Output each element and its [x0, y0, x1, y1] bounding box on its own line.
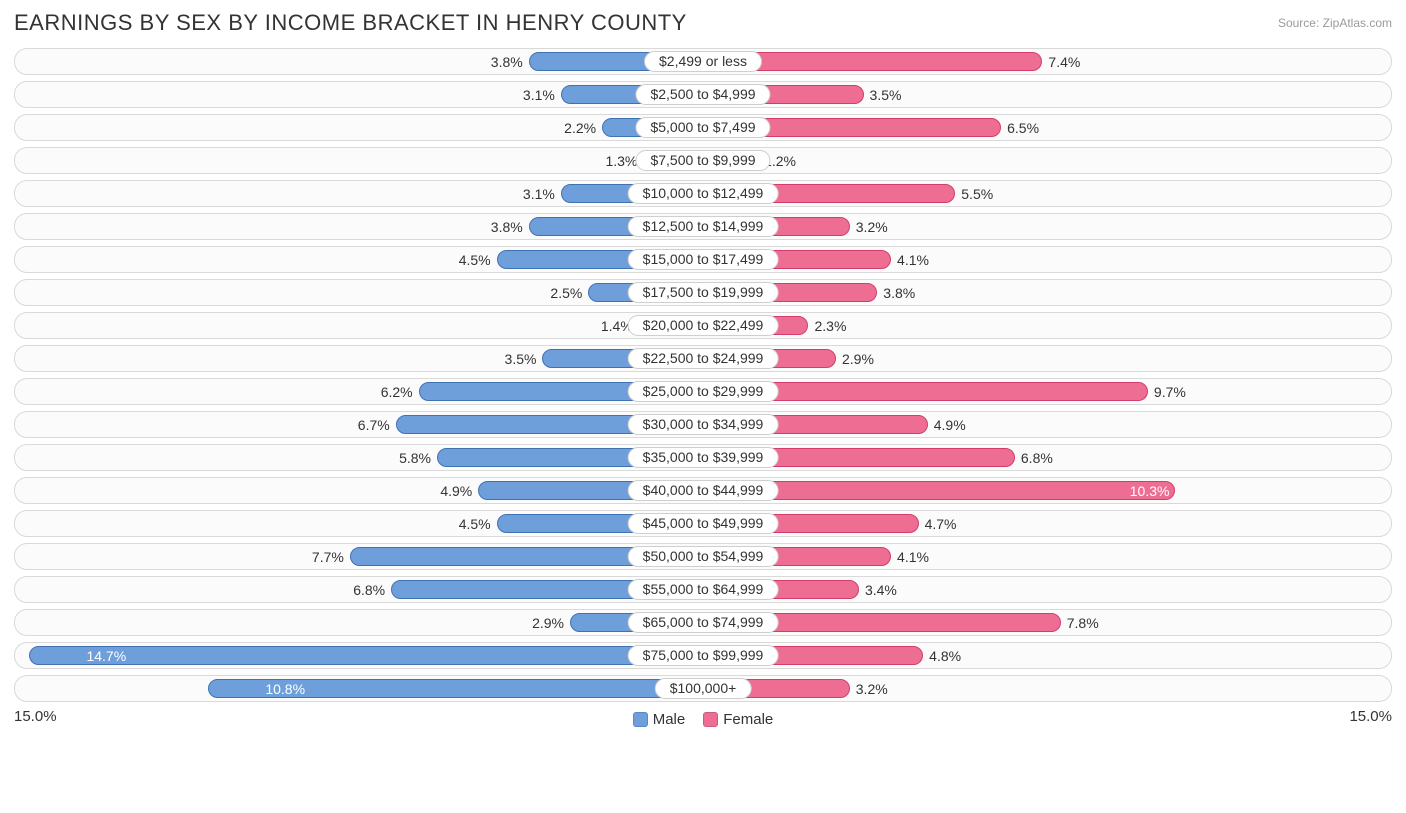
- female-value: 4.1%: [891, 247, 935, 274]
- category-pill: $40,000 to $44,999: [628, 480, 779, 501]
- chart-row: 7.7% 4.1% $50,000 to $54,999: [14, 543, 1392, 570]
- category-pill: $22,500 to $24,999: [628, 348, 779, 369]
- category-pill: $5,000 to $7,499: [635, 117, 770, 138]
- category-pill: $25,000 to $29,999: [628, 381, 779, 402]
- category-pill: $7,500 to $9,999: [635, 150, 770, 171]
- category-pill: $2,499 or less: [644, 51, 762, 72]
- chart-footer: 15.0% Male Female 15.0%: [14, 708, 1392, 730]
- axis-left-label: 15.0%: [14, 708, 57, 725]
- chart-row: 4.5% 4.7% $45,000 to $49,999: [14, 510, 1392, 537]
- female-value: 2.3%: [808, 313, 852, 340]
- category-pill: $12,500 to $14,999: [628, 216, 779, 237]
- male-swatch-icon: [633, 712, 648, 727]
- female-value: 7.4%: [1042, 49, 1086, 76]
- female-value: 3.5%: [864, 82, 908, 109]
- chart-row: 3.1% 5.5% $10,000 to $12,499: [14, 180, 1392, 207]
- male-value: 14.7%: [80, 643, 132, 670]
- category-pill: $65,000 to $74,999: [628, 612, 779, 633]
- earnings-chart: EARNINGS BY SEX BY INCOME BRACKET IN HEN…: [0, 0, 1406, 738]
- chart-title: EARNINGS BY SEX BY INCOME BRACKET IN HEN…: [14, 10, 687, 36]
- male-value: 3.1%: [517, 181, 561, 208]
- male-value: 2.9%: [526, 610, 570, 637]
- chart-row: 3.5% 2.9% $22,500 to $24,999: [14, 345, 1392, 372]
- category-pill: $45,000 to $49,999: [628, 513, 779, 534]
- male-value: 3.5%: [499, 346, 543, 373]
- category-pill: $75,000 to $99,999: [628, 645, 779, 666]
- chart-row: 3.8% 3.2% $12,500 to $14,999: [14, 213, 1392, 240]
- chart-row: 6.7% 4.9% $30,000 to $34,999: [14, 411, 1392, 438]
- category-pill: $55,000 to $64,999: [628, 579, 779, 600]
- female-value: 4.1%: [891, 544, 935, 571]
- male-value: 4.9%: [434, 478, 478, 505]
- category-pill: $50,000 to $54,999: [628, 546, 779, 567]
- legend-female: Female: [703, 711, 773, 728]
- category-pill: $35,000 to $39,999: [628, 447, 779, 468]
- category-pill: $10,000 to $12,499: [628, 183, 779, 204]
- chart-row: 6.2% 9.7% $25,000 to $29,999: [14, 378, 1392, 405]
- chart-source: Source: ZipAtlas.com: [1278, 10, 1392, 30]
- legend: Male Female: [633, 708, 774, 730]
- male-value: 3.8%: [485, 214, 529, 241]
- male-value: 3.1%: [517, 82, 561, 109]
- category-pill: $15,000 to $17,499: [628, 249, 779, 270]
- chart-row: 2.5% 3.8% $17,500 to $19,999: [14, 279, 1392, 306]
- female-value: 9.7%: [1148, 379, 1192, 406]
- chart-row: 10.8% 3.2% $100,000+: [14, 675, 1392, 702]
- category-pill: $20,000 to $22,499: [628, 315, 779, 336]
- female-value: 10.3%: [1124, 478, 1176, 505]
- female-value: 4.7%: [919, 511, 963, 538]
- male-value: 6.7%: [352, 412, 396, 439]
- chart-row: 14.7% 4.8% $75,000 to $99,999: [14, 642, 1392, 669]
- female-value: 6.8%: [1015, 445, 1059, 472]
- male-value: 3.8%: [485, 49, 529, 76]
- female-value: 7.8%: [1061, 610, 1105, 637]
- female-value: 4.8%: [923, 643, 967, 670]
- chart-header: EARNINGS BY SEX BY INCOME BRACKET IN HEN…: [14, 10, 1392, 36]
- chart-row: 6.8% 3.4% $55,000 to $64,999: [14, 576, 1392, 603]
- male-value: 4.5%: [453, 511, 497, 538]
- legend-male: Male: [633, 711, 686, 728]
- chart-row: 1.3%1.2%$7,500 to $9,999: [14, 147, 1392, 174]
- male-value: 10.8%: [259, 676, 311, 703]
- chart-row: 5.8% 6.8% $35,000 to $39,999: [14, 444, 1392, 471]
- male-value: 7.7%: [306, 544, 350, 571]
- male-value: 6.8%: [347, 577, 391, 604]
- chart-row: 4.5% 4.1% $15,000 to $17,499: [14, 246, 1392, 273]
- male-value: 6.2%: [375, 379, 419, 406]
- female-value: 3.8%: [877, 280, 921, 307]
- axis-right-label: 15.0%: [1349, 708, 1392, 725]
- female-swatch-icon: [703, 712, 718, 727]
- chart-rows: 3.8% 7.4% $2,499 or less 3.1% 3.5% $2,500 to …: [14, 48, 1392, 702]
- male-value: 2.2%: [558, 115, 602, 142]
- category-pill: $100,000+: [655, 678, 752, 699]
- chart-row: 1.4%2.3%$20,000 to $22,499: [14, 312, 1392, 339]
- chart-row: 2.2% 6.5% $5,000 to $7,499: [14, 114, 1392, 141]
- chart-row: 3.1% 3.5% $2,500 to $4,999: [14, 81, 1392, 108]
- category-pill: $2,500 to $4,999: [635, 84, 770, 105]
- legend-female-label: Female: [723, 711, 773, 728]
- female-value: 3.2%: [850, 676, 894, 703]
- female-value: 3.2%: [850, 214, 894, 241]
- chart-row: 3.8% 7.4% $2,499 or less: [14, 48, 1392, 75]
- male-value: 4.5%: [453, 247, 497, 274]
- legend-male-label: Male: [653, 711, 686, 728]
- female-value: 3.4%: [859, 577, 903, 604]
- female-value: 2.9%: [836, 346, 880, 373]
- male-value: 2.5%: [544, 280, 588, 307]
- chart-row: 2.9% 7.8% $65,000 to $74,999: [14, 609, 1392, 636]
- category-pill: $30,000 to $34,999: [628, 414, 779, 435]
- female-value: 4.9%: [928, 412, 972, 439]
- chart-row: 4.9% 10.3% $40,000 to $44,999: [14, 477, 1392, 504]
- male-value: 5.8%: [393, 445, 437, 472]
- category-pill: $17,500 to $19,999: [628, 282, 779, 303]
- female-value: 6.5%: [1001, 115, 1045, 142]
- female-value: 5.5%: [955, 181, 999, 208]
